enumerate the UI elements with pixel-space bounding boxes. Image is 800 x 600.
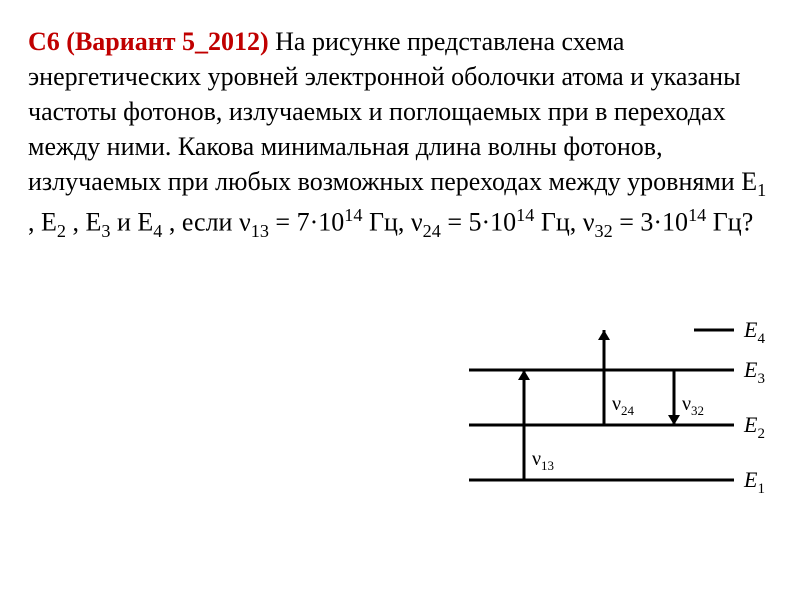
exp: 14 xyxy=(344,205,362,225)
txt: = 7·10 xyxy=(269,208,344,237)
svg-text:ν32: ν32 xyxy=(682,393,704,418)
energy-level-diagram: E4 E3 E2 E1 ν13 ν24 ν32 xyxy=(454,310,774,500)
sub-nu13: 13 xyxy=(251,221,269,241)
txt: Гц, ν xyxy=(534,208,594,237)
exp: 14 xyxy=(516,205,534,225)
svg-text:E1: E1 xyxy=(743,467,765,497)
txt: Гц, ν xyxy=(362,208,422,237)
txt: , E xyxy=(28,208,57,237)
sub-nu24: 24 xyxy=(423,221,441,241)
sub-e2: 2 xyxy=(57,221,66,241)
sub-e4: 4 xyxy=(153,221,162,241)
svg-text:E2: E2 xyxy=(743,412,765,442)
svg-text:E4: E4 xyxy=(743,317,765,347)
sub-e1: 1 xyxy=(757,181,766,201)
txt: Гц? xyxy=(706,208,753,237)
problem-variant: (Вариант 5_2012) xyxy=(66,27,268,56)
exp: 14 xyxy=(688,205,706,225)
txt: = 3·10 xyxy=(613,208,688,237)
txt: и E xyxy=(110,208,153,237)
svg-text:ν13: ν13 xyxy=(532,448,554,473)
sub-nu32: 32 xyxy=(595,221,613,241)
txt: , E xyxy=(66,208,101,237)
svg-text:E3: E3 xyxy=(743,357,765,387)
txt: , если ν xyxy=(162,208,250,237)
diagram-svg: E4 E3 E2 E1 ν13 ν24 ν32 xyxy=(454,310,774,500)
problem-id: С6 xyxy=(28,27,60,56)
txt: = 5·10 xyxy=(441,208,516,237)
svg-text:ν24: ν24 xyxy=(612,393,635,418)
problem-text: С6 (Вариант 5_2012) На рисунке представл… xyxy=(28,24,772,244)
